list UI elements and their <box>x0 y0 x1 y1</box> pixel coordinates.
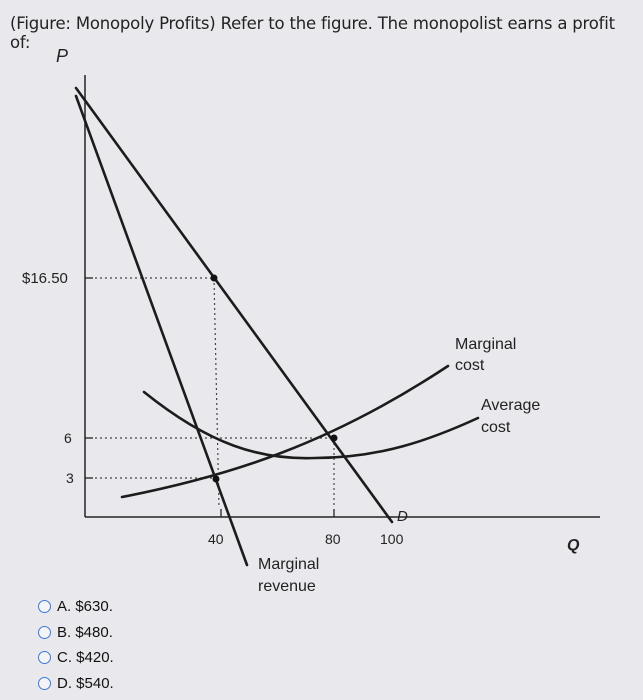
y-tick-label-6: 6 <box>64 430 72 446</box>
radio-b[interactable] <box>38 625 51 639</box>
option-a[interactable]: A. $630. <box>38 594 114 620</box>
option-d[interactable]: D. $540. <box>38 671 114 697</box>
option-d-label[interactable]: D. $540. <box>57 674 114 692</box>
question-text: (Figure: Monopoly Profits) Refer to the … <box>10 14 615 52</box>
x-axis-label: Q <box>567 537 580 554</box>
option-c[interactable]: C. $420. <box>38 645 114 671</box>
answer-options: A. $630. B. $480. C. $420. D. $540. <box>38 594 114 696</box>
x-tick-label-100: 100 <box>380 531 404 547</box>
option-b-label[interactable]: B. $480. <box>57 623 113 641</box>
ac-label-line1: Average <box>481 397 540 414</box>
demand-label: D <box>397 508 408 525</box>
mr-label-line2: revenue <box>258 578 316 595</box>
x-tick-label-80: 80 <box>325 531 341 547</box>
marginal-revenue-curve <box>74 94 249 567</box>
guide-q40 <box>213 277 220 509</box>
mc-label-line2: cost <box>455 357 485 374</box>
mc-label-line1: Marginal <box>455 336 516 353</box>
y-tick-label-1650: $16.50 <box>22 270 68 287</box>
y-tick-label-3: 3 <box>66 470 74 486</box>
point-mc-mr <box>212 475 220 483</box>
point-q80-p6 <box>330 434 338 442</box>
y-axis-label: P <box>56 46 68 66</box>
point-q40-p1650 <box>210 274 218 282</box>
mr-label-line1: Marginal <box>258 556 319 573</box>
marginal-cost-curve <box>120 364 450 499</box>
ac-label-line2: cost <box>481 419 511 436</box>
demand-curve <box>74 86 394 524</box>
radio-d[interactable] <box>38 676 51 690</box>
option-c-label[interactable]: C. $420. <box>57 649 114 667</box>
option-a-label[interactable]: A. $630. <box>57 598 113 616</box>
radio-c[interactable] <box>38 651 51 665</box>
average-cost-curve <box>142 390 480 460</box>
option-b[interactable]: B. $480. <box>38 620 114 646</box>
x-tick-label-40: 40 <box>208 531 224 547</box>
radio-a[interactable] <box>38 600 51 614</box>
